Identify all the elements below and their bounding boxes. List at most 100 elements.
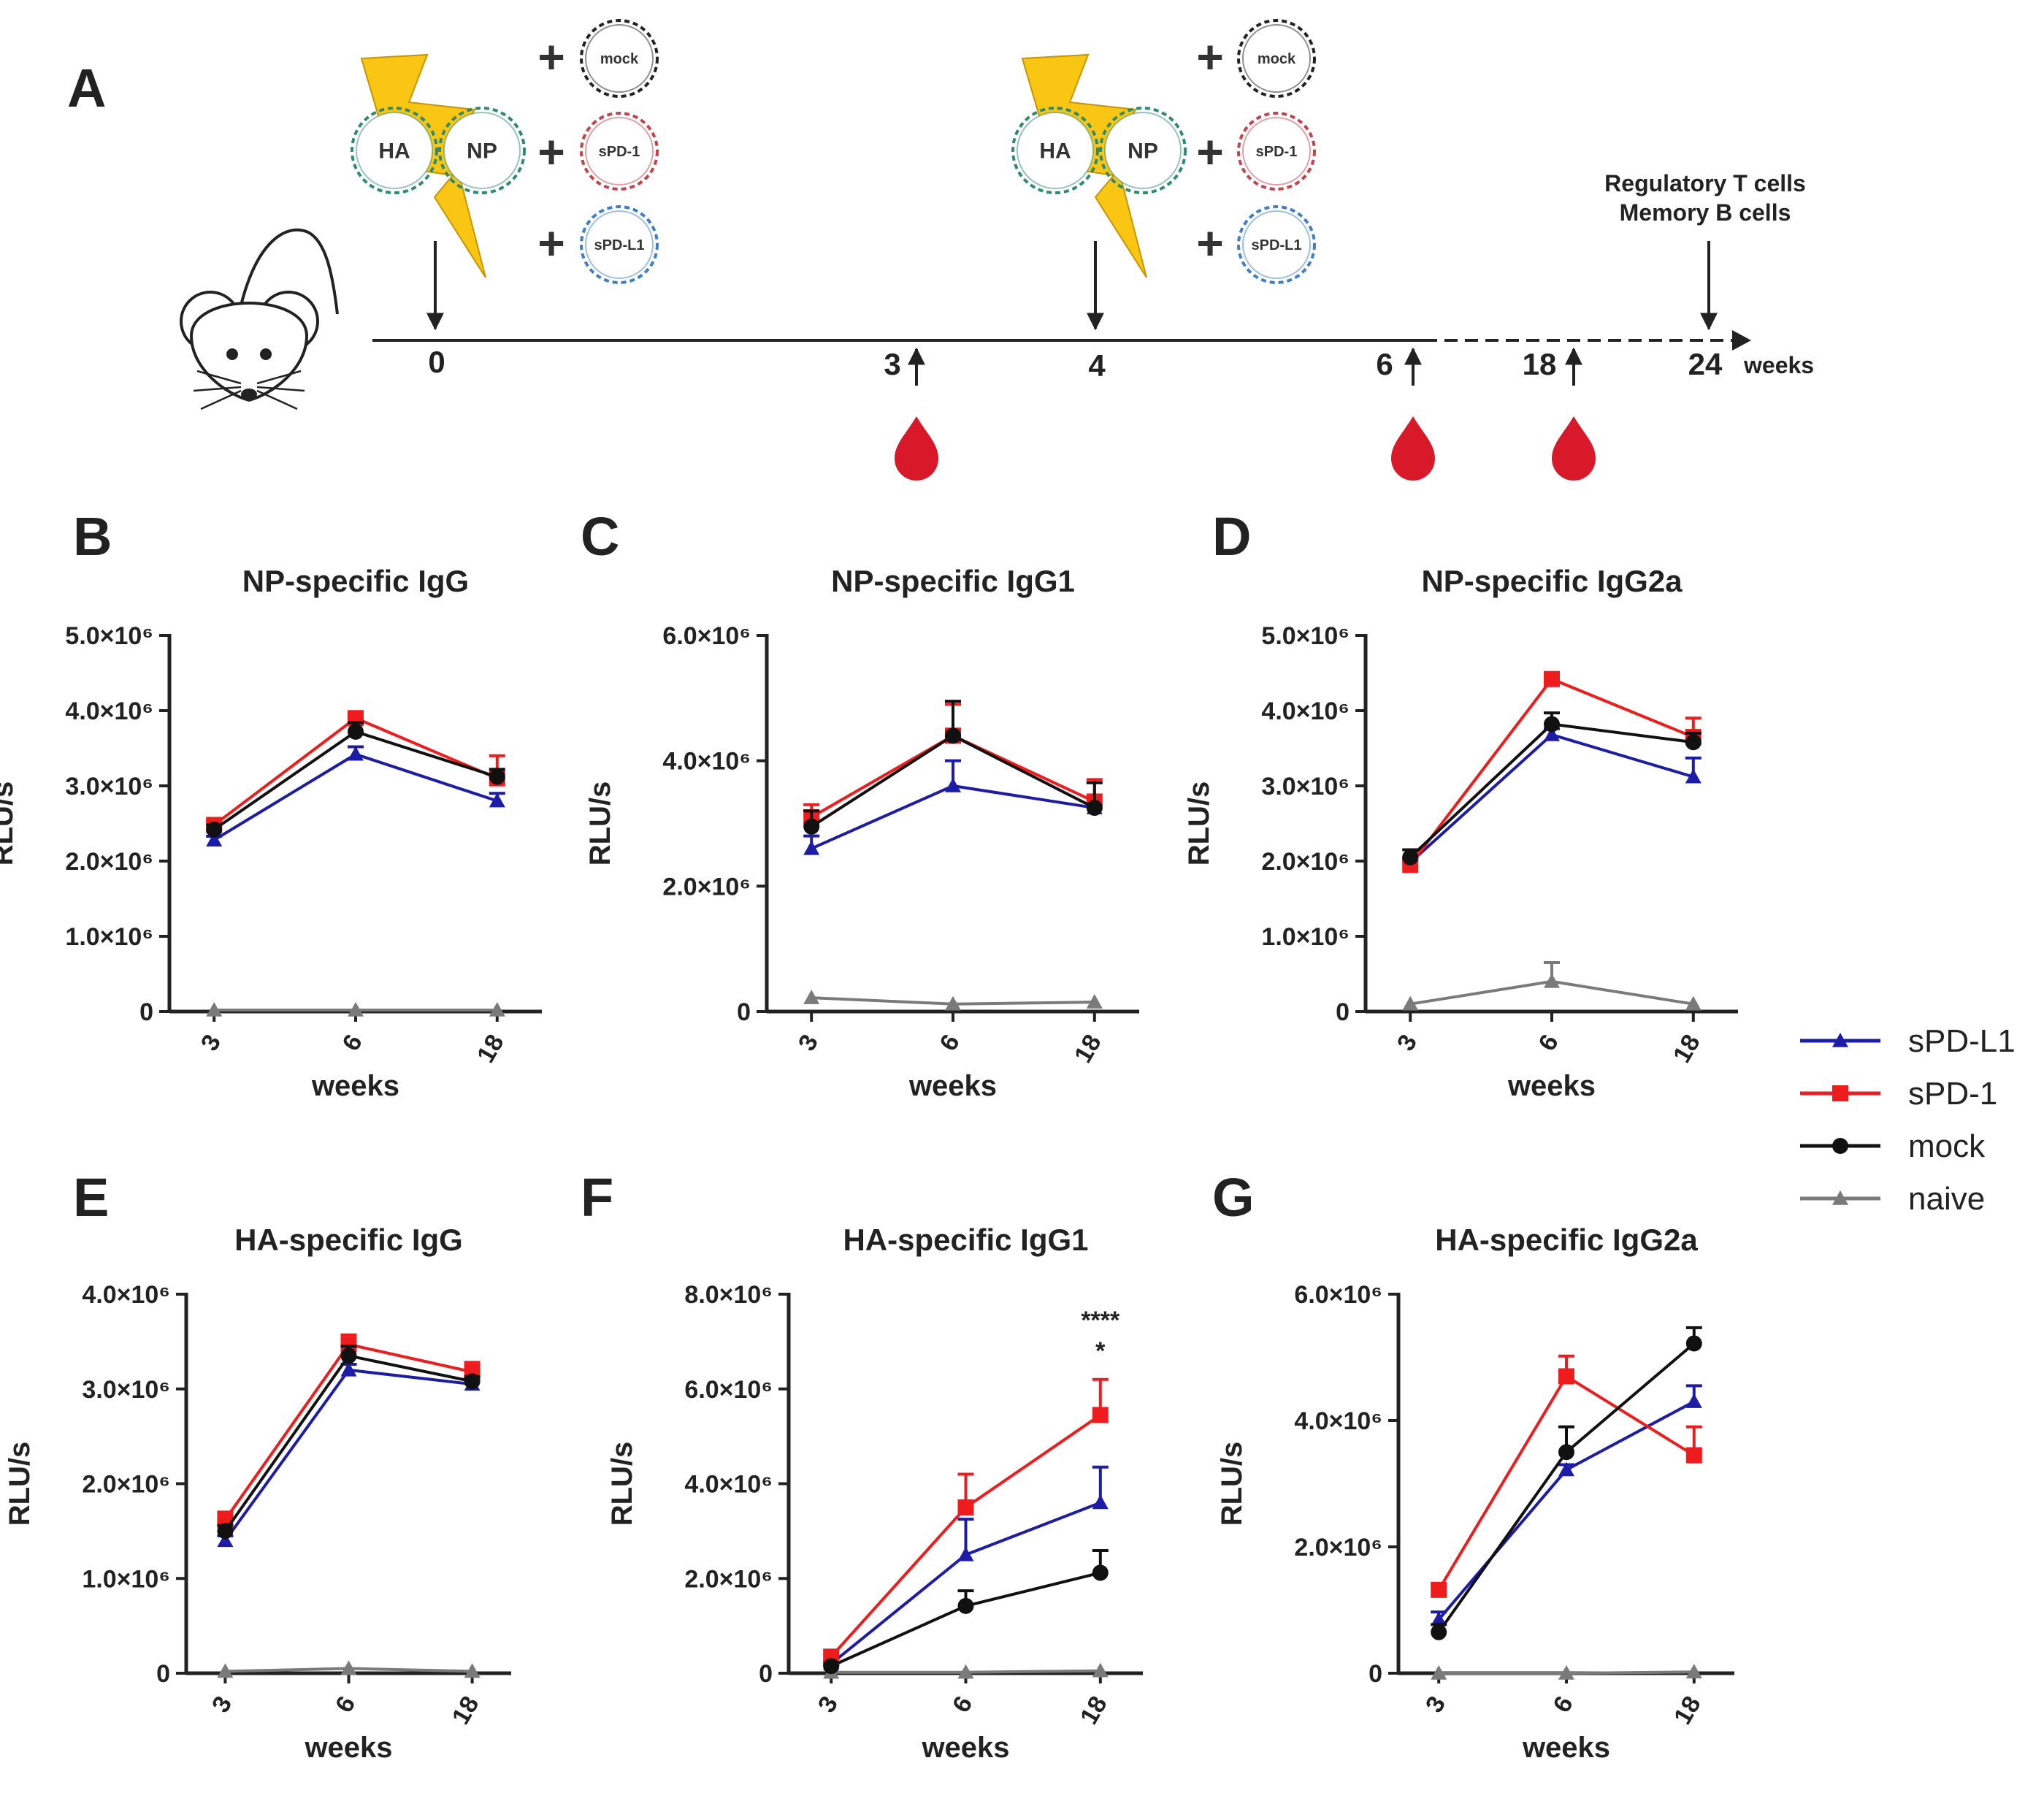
data-point (957, 1499, 974, 1515)
significance-annotation: **** (1081, 1307, 1120, 1334)
charts: B NP-specific IgG 0 1.0×10⁶ 2.0×10⁶ 3.0×10⁶ 4.… (0, 506, 1738, 1764)
data-point (1544, 670, 1560, 687)
data-point (823, 1658, 840, 1675)
data-point (1092, 1564, 1109, 1581)
panel-letter-a: A (67, 58, 106, 118)
x-axis-label: weeks (908, 1070, 997, 1102)
data-point (217, 1663, 234, 1678)
data-point (1685, 734, 1702, 751)
spdl1-plasmid-icon-label: sPD-L1 (1252, 237, 1302, 253)
data-point (464, 1373, 481, 1390)
np-plasmid-icon-label: NP (467, 139, 497, 164)
chart-e: E HA-specific IgG 0 1.0×10⁶ 2.0×10⁶ 3.0×10⁶ 4.… (4, 1167, 511, 1764)
series-line (1409, 677, 1694, 866)
y-axis-label: RLU/s (584, 781, 616, 866)
data-point (1086, 800, 1103, 817)
series-line (811, 784, 1095, 850)
x-tick-label: 18 (472, 1030, 510, 1068)
series-spd-l1 (1431, 1384, 1702, 1626)
y-tick-label: 4.0×10⁶ (684, 1471, 773, 1499)
x-tick-label: 6 (1534, 1030, 1564, 1055)
plus-icon: + (537, 217, 564, 269)
x-tick-label: 18 (1075, 1691, 1113, 1729)
plus-icon: + (1196, 126, 1223, 178)
series-mock (217, 1345, 481, 1540)
y-tick-label: 2.0×10⁶ (662, 873, 751, 901)
significance-annotation: * (1095, 1337, 1106, 1365)
data-point (1558, 1461, 1574, 1477)
legend-marker (1832, 1190, 1848, 1205)
y-tick-label: 0 (759, 1660, 773, 1688)
legend-label: sPD-L1 (1908, 1023, 2016, 1059)
plasmid-group: HA NP + + + mock sPD-1 sPD-L1 HA NP + + + mock sPD-1 sP… (351, 19, 1316, 284)
np-plasmid-icon: NP (1099, 107, 1187, 194)
legend-marker (1832, 1085, 1848, 1101)
data-point (1092, 1662, 1109, 1678)
spdl1-plasmid-icon: sPD-L1 (1237, 205, 1316, 284)
data-point (945, 727, 961, 744)
x-axis-label: weeks (311, 1070, 399, 1102)
blood-drop-icon (1390, 416, 1435, 481)
data-point (957, 1664, 974, 1679)
data-point (206, 832, 223, 846)
y-tick-label: 4.0×10⁶ (1261, 697, 1350, 725)
timeline-panel: A 0 3 4 6 18 24 weeks (67, 19, 1814, 481)
timeline-weeks-label: weeks (1743, 352, 1814, 378)
data-point (1685, 1664, 1702, 1679)
data-point (489, 1001, 505, 1017)
data-point (1544, 716, 1560, 733)
series-spd-l1 (803, 759, 1103, 855)
chart-title: HA-specific IgG2a (1435, 1223, 1698, 1257)
y-tick-label: 2.0×10⁶ (1261, 848, 1350, 876)
chart-title: HA-specific IgG1 (843, 1223, 1088, 1257)
y-tick-label: 2.0×10⁶ (82, 1471, 170, 1499)
panel-letter-d: D (1212, 506, 1251, 567)
series-spd-1 (1431, 1354, 1702, 1598)
y-tick-label: 3.0×10⁶ (65, 773, 153, 800)
data-point (340, 1660, 357, 1675)
data-point (957, 1597, 974, 1614)
blood-drop-icon (1552, 416, 1596, 481)
blood-drop-icon (895, 416, 938, 481)
x-axis-label: weeks (921, 1732, 1009, 1764)
spdl1-plasmid-icon: sPD-L1 (580, 205, 659, 284)
data-point (1431, 1624, 1447, 1640)
data-point (1431, 1665, 1447, 1680)
series-mock (1431, 1326, 1702, 1640)
chart-d: D NP-specific IgG2a 0 1.0×10⁶ 2.0×10⁶ 3.0×10⁶… (1183, 506, 1738, 1102)
data-point (348, 746, 364, 761)
plus-icon: + (537, 126, 564, 178)
y-tick-label: 5.0×10⁶ (65, 622, 153, 650)
y-tick-label: 8.0×10⁶ (684, 1281, 773, 1309)
x-tick-label: 3 (196, 1030, 226, 1055)
series-line (213, 752, 498, 841)
y-tick-label: 2.0×10⁶ (65, 848, 153, 876)
series-spd-l1 (217, 1361, 481, 1548)
x-axis-label: weeks (1507, 1070, 1596, 1102)
x-tick-label: 3 (813, 1691, 843, 1717)
data-point (1685, 1335, 1702, 1352)
data-point (348, 723, 364, 740)
series-naive (1402, 961, 1702, 1011)
y-tick-label: 3.0×10⁶ (1261, 773, 1350, 800)
series-mock (206, 721, 505, 838)
legend-item-spd-l1: sPD-L1 (1800, 1023, 2016, 1059)
spdl1-plasmid-icon-label: sPD-L1 (594, 237, 645, 253)
mock-plasmid-icon-label: mock (1258, 51, 1296, 67)
y-tick-label: 0 (737, 998, 751, 1026)
x-tick-label: 6 (935, 1030, 965, 1055)
mock-plasmid-icon-label: mock (600, 51, 639, 67)
legend-item-naive: naive (1800, 1181, 1985, 1217)
legend-item-mock: mock (1800, 1128, 1986, 1164)
data-point (1685, 768, 1702, 784)
x-tick-label: 6 (1548, 1691, 1579, 1717)
series-naive (1431, 1664, 1702, 1680)
y-tick-label: 2.0×10⁶ (684, 1565, 773, 1593)
series-spd-1 (217, 1333, 481, 1528)
timeline-tick-3: 3 (884, 347, 900, 381)
spd1-plasmid-icon: sPD-1 (580, 112, 659, 191)
y-tick-label: 5.0×10⁶ (1261, 622, 1350, 650)
data-point (1092, 1494, 1109, 1510)
y-axis-label: RLU/s (1216, 1442, 1248, 1526)
data-point (217, 1532, 234, 1548)
